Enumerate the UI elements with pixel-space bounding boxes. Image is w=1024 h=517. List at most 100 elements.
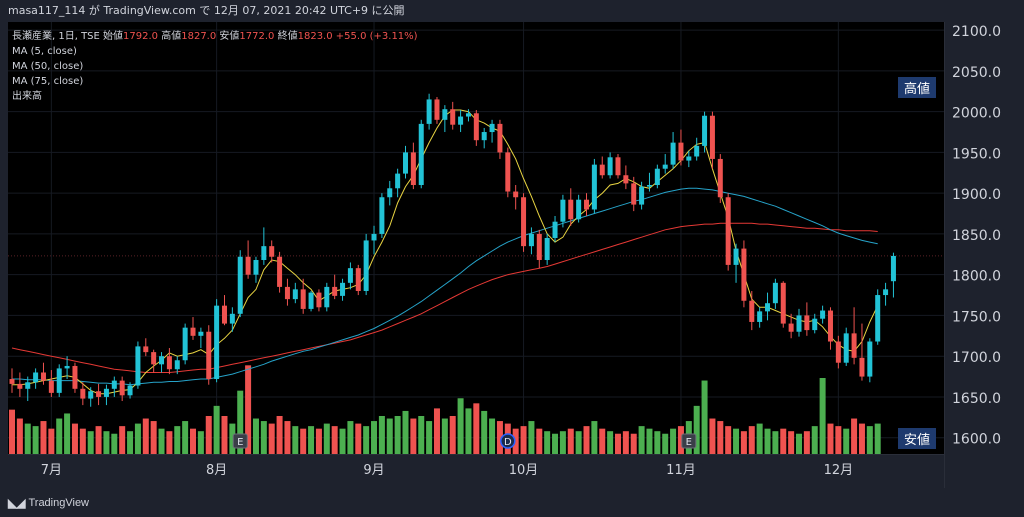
y-tick-label: 1750.0 <box>952 309 1001 325</box>
volume-bar <box>709 418 716 454</box>
volume-bar <box>646 428 653 454</box>
volume-bar <box>410 418 417 454</box>
candle-body <box>670 142 676 165</box>
candle-body <box>497 123 503 153</box>
x-tick-label: 11月 <box>666 463 696 478</box>
candle-body <box>591 164 597 210</box>
volume-bar <box>725 426 732 454</box>
change-value: +55.0 (+3.11%) <box>335 31 418 42</box>
symbol-line: 長瀬産業, 1日, TSE <box>12 31 100 42</box>
indicator-ma75[interactable]: MA (75, close) <box>12 76 84 87</box>
indicator-volume[interactable]: 出来高 <box>12 91 42 102</box>
candle-body <box>702 115 708 146</box>
volume-bar <box>134 423 141 454</box>
candle-body <box>245 256 251 275</box>
volume-bar <box>119 426 126 454</box>
volume-bar <box>441 418 448 454</box>
candle-body <box>513 191 519 198</box>
candle-body <box>717 158 723 198</box>
volume-bar <box>355 423 362 454</box>
volume-bar <box>670 428 677 454</box>
dividend-marker <box>500 433 516 449</box>
volume-bar <box>481 410 488 454</box>
volume-bar <box>835 426 842 454</box>
candle-body <box>308 292 314 309</box>
candle-body <box>135 346 141 386</box>
candle-body <box>96 391 102 397</box>
volume-bar <box>386 418 393 454</box>
candle-body <box>536 233 542 261</box>
candle-body <box>119 380 125 396</box>
volume-bar <box>449 416 456 454</box>
volume-bar <box>465 408 472 454</box>
publish-line: masa117_114 が TradingView.com で 12月 07, … <box>8 4 405 17</box>
price-chart[interactable]: E D E 2100.0 2050.0 2000.0 1950.0 1900.0 1850.0… <box>0 22 1024 488</box>
candle-body <box>875 295 881 342</box>
tv-logo-text: TradingView <box>28 497 90 509</box>
volume-bar <box>544 431 551 454</box>
candle-body <box>505 152 511 192</box>
volume-bar <box>851 418 858 454</box>
tradingview-logo[interactable]: ◣◢ TradingView <box>8 496 89 510</box>
volume-bar <box>142 418 149 454</box>
candle-body <box>867 341 873 377</box>
volume-bar <box>48 428 55 454</box>
volume-bar <box>127 431 134 454</box>
volume-bar <box>111 433 118 454</box>
y-tick-label: 2050.0 <box>952 65 1001 81</box>
candle-body <box>221 305 227 324</box>
candle-body <box>765 303 771 312</box>
volume-bar <box>197 431 204 454</box>
event-marker-label: E <box>237 437 243 448</box>
volume-bar <box>756 423 763 454</box>
volume-bar <box>591 421 598 454</box>
candle-body <box>812 318 818 331</box>
x-tick-label: 9月 <box>363 463 384 478</box>
indicator-ma5[interactable]: MA (5, close) <box>12 46 77 57</box>
volume-bar <box>205 416 212 454</box>
candle-body <box>48 380 54 393</box>
candle-body <box>434 99 440 120</box>
volume-bar <box>827 423 834 454</box>
volume-bar <box>614 433 621 454</box>
candle-body <box>733 248 739 265</box>
candle-body <box>788 323 794 332</box>
volume-bar <box>56 418 63 454</box>
volume-bar <box>79 428 86 454</box>
candle-body <box>190 327 196 336</box>
candle-body <box>481 132 487 141</box>
ma75-line <box>11 222 878 373</box>
candle-body <box>347 268 353 283</box>
candle-body <box>426 99 432 124</box>
candle-body <box>528 233 534 247</box>
candle-body <box>646 185 652 187</box>
volume-bar <box>803 431 810 454</box>
candle-body <box>159 356 165 365</box>
open-value: 1792.0 <box>123 31 159 42</box>
candle-body <box>371 233 377 241</box>
candle-body <box>395 173 401 189</box>
close-value: 1823.0 <box>297 31 333 42</box>
volume-bar <box>268 423 275 454</box>
candle-body <box>253 260 259 275</box>
candle-body <box>403 152 408 174</box>
indicator-ma50[interactable]: MA (50, close) <box>12 61 84 72</box>
y-axis[interactable]: 2100.0 2050.0 2000.0 1950.0 1900.0 1850.0 1800… <box>952 24 1001 448</box>
candle-body <box>890 255 896 282</box>
candle-body <box>229 313 235 324</box>
y-tick-label: 2100.0 <box>952 24 1001 40</box>
volume-bar <box>599 428 606 454</box>
candle-body <box>166 356 172 370</box>
candle-body <box>103 388 109 397</box>
volume-bar <box>489 418 496 454</box>
candle-body <box>127 385 133 396</box>
volume-bar <box>858 423 865 454</box>
volume-bar <box>559 431 566 454</box>
y-tick-label: 1800.0 <box>952 269 1001 285</box>
candle-body <box>678 142 684 161</box>
candle-body <box>332 286 338 296</box>
x-axis[interactable]: 7月 8月 9月 10月 11月 12月 <box>41 463 853 478</box>
candle-body <box>662 164 668 169</box>
candle-body <box>489 123 495 133</box>
